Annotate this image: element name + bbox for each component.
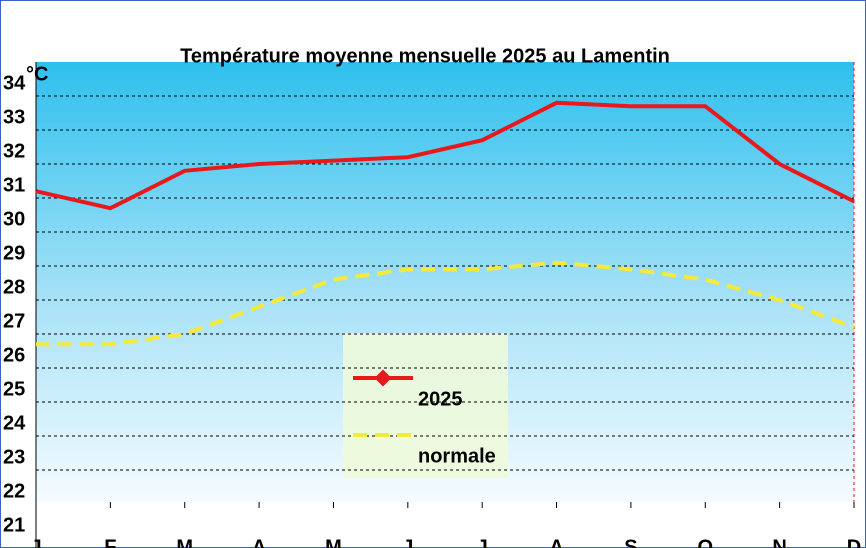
- x-tick-label: F: [104, 536, 116, 548]
- x-tick-label: S: [624, 536, 637, 548]
- x-tick-label: A: [252, 536, 266, 548]
- legend-label: normale: [418, 445, 496, 467]
- y-tick-label: 29: [3, 242, 25, 264]
- y-axis-label: °C: [26, 63, 48, 85]
- x-tick-label: O: [697, 536, 713, 548]
- x-tick-label: D: [847, 536, 861, 548]
- y-tick-label: 31: [3, 174, 25, 196]
- x-tick-label: M: [325, 536, 342, 548]
- chart-title: Température moyenne mensuelle 2025 au La…: [180, 45, 670, 67]
- y-tick-label: 22: [3, 480, 25, 502]
- x-tick-label: M: [176, 536, 193, 548]
- y-tick-label: 25: [3, 378, 25, 400]
- y-tick-label: 21: [3, 514, 25, 536]
- x-tick-label: A: [549, 536, 563, 548]
- y-tick-label: 27: [3, 310, 25, 332]
- y-tick-label: 23: [3, 446, 25, 468]
- series-line: [35, 100, 855, 211]
- x-tick-label: J: [30, 536, 41, 548]
- legend: [343, 333, 508, 478]
- y-tick-label: 33: [3, 106, 25, 128]
- y-tick-label: 24: [3, 412, 26, 434]
- y-tick-label: 26: [3, 344, 25, 366]
- x-tick-label: N: [772, 536, 786, 548]
- y-tick-label: 28: [3, 276, 25, 298]
- series-line: [36, 260, 855, 347]
- x-tick-label: J: [477, 536, 488, 548]
- y-tick-label: 34: [3, 72, 26, 94]
- legend-marker: [374, 369, 392, 387]
- y-tick-label: 30: [3, 208, 25, 230]
- y-tick-label: 32: [3, 140, 25, 162]
- legend-label: 2025: [418, 388, 463, 410]
- x-tick-label: J: [402, 536, 413, 548]
